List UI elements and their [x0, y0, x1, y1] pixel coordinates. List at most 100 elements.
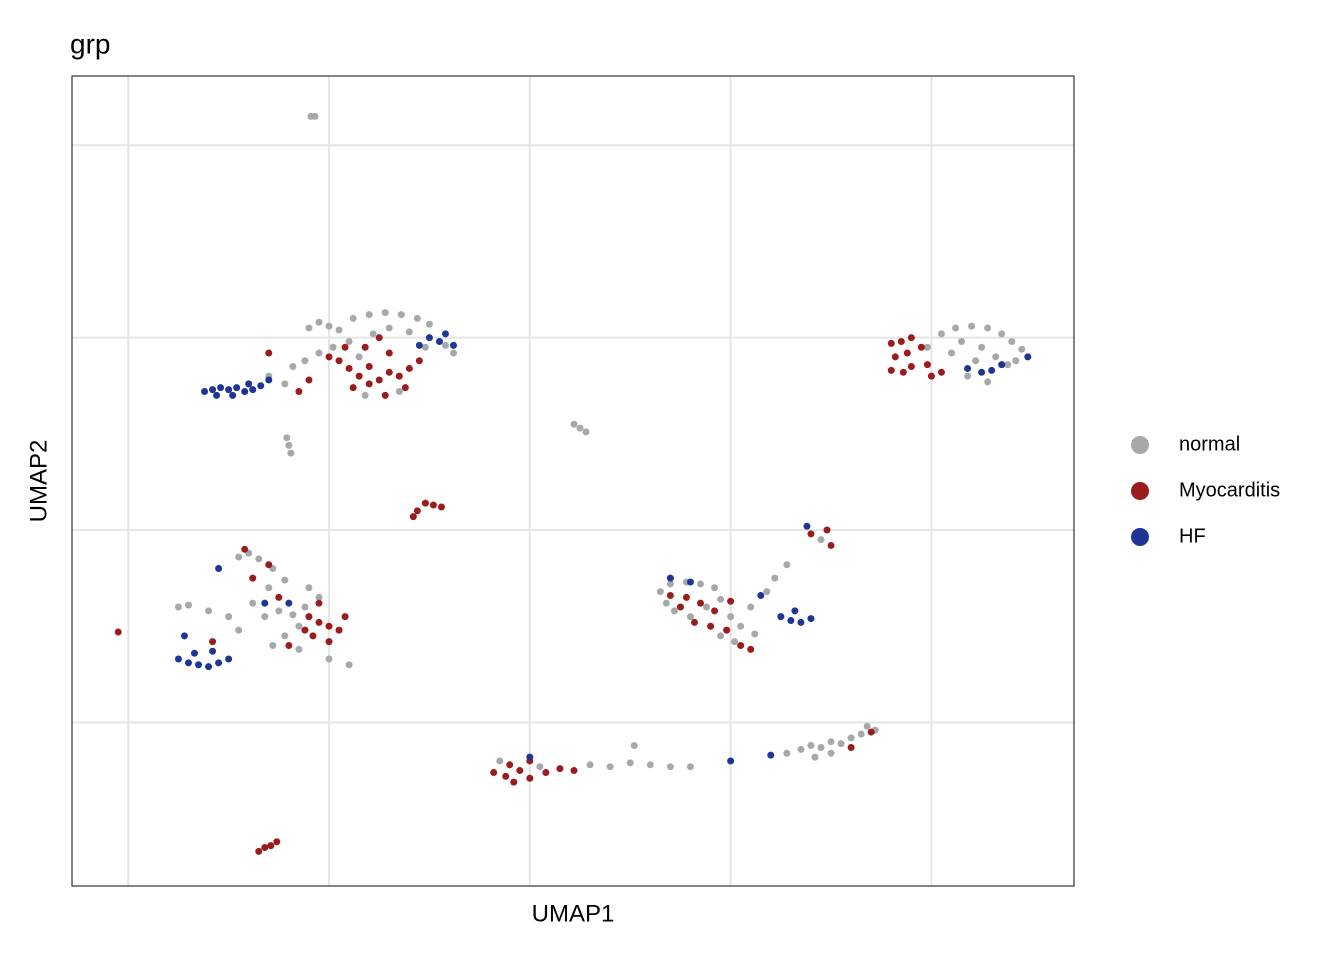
point — [365, 380, 373, 388]
point — [757, 591, 765, 599]
point — [265, 584, 273, 592]
point — [927, 372, 935, 380]
point — [903, 349, 911, 357]
point — [325, 622, 333, 630]
point — [964, 364, 972, 372]
point — [437, 503, 445, 511]
point — [1012, 357, 1020, 365]
plot-border — [71, 75, 1075, 887]
point — [369, 330, 377, 338]
legend-label: HF — [1179, 525, 1206, 547]
point — [401, 384, 409, 392]
point — [952, 324, 960, 332]
point — [697, 580, 705, 588]
point — [425, 334, 433, 342]
point — [315, 318, 323, 326]
point — [984, 324, 992, 332]
point — [215, 659, 223, 667]
point — [174, 655, 182, 663]
point — [405, 364, 413, 372]
point — [570, 767, 578, 775]
point — [229, 391, 237, 399]
point — [381, 391, 389, 399]
point — [180, 632, 188, 640]
point — [184, 601, 192, 609]
point — [305, 613, 313, 621]
point — [582, 428, 590, 436]
point — [972, 357, 980, 365]
point — [783, 749, 791, 757]
point — [415, 341, 423, 349]
point — [241, 388, 249, 396]
point — [978, 343, 986, 351]
point — [335, 326, 343, 334]
point — [205, 607, 213, 615]
point — [787, 616, 795, 624]
point — [311, 112, 319, 120]
point — [686, 613, 694, 621]
point — [441, 341, 449, 349]
point — [241, 545, 249, 553]
point — [817, 743, 825, 751]
point — [235, 626, 243, 634]
point — [375, 376, 383, 384]
point — [506, 761, 514, 769]
point — [1018, 345, 1026, 353]
point — [703, 603, 711, 611]
point — [771, 574, 779, 582]
point — [827, 541, 835, 549]
point — [711, 584, 719, 592]
point — [1008, 338, 1016, 346]
point — [261, 844, 269, 852]
point — [630, 742, 638, 750]
point — [917, 343, 925, 351]
point — [217, 384, 225, 392]
point — [666, 580, 674, 588]
point — [747, 645, 755, 653]
point — [305, 584, 313, 592]
point — [747, 603, 755, 611]
point — [315, 618, 323, 626]
point — [209, 638, 217, 646]
point — [666, 763, 674, 771]
point — [301, 357, 309, 365]
point — [863, 722, 871, 730]
point — [887, 339, 895, 347]
point — [325, 353, 333, 361]
point — [697, 599, 705, 607]
point — [526, 774, 534, 782]
point — [502, 772, 510, 780]
point — [727, 613, 735, 621]
point — [335, 626, 343, 634]
plot-background — [72, 76, 1074, 886]
point — [887, 366, 895, 374]
point — [676, 603, 684, 611]
point — [283, 434, 291, 442]
point — [295, 388, 303, 396]
point — [225, 386, 233, 394]
point — [606, 763, 614, 771]
point — [305, 376, 313, 384]
point — [215, 565, 223, 573]
point — [335, 357, 343, 365]
point — [656, 588, 664, 596]
point — [114, 628, 122, 636]
point — [897, 338, 905, 346]
point — [395, 388, 403, 396]
point — [309, 632, 317, 640]
point — [355, 353, 363, 361]
point — [341, 613, 349, 621]
point — [791, 607, 799, 615]
point — [255, 847, 263, 855]
point — [415, 357, 423, 365]
point — [988, 366, 996, 374]
point — [305, 324, 313, 332]
point — [964, 372, 972, 380]
point — [686, 578, 694, 586]
point — [301, 603, 309, 611]
point — [201, 388, 209, 396]
point — [837, 740, 845, 748]
point — [797, 745, 805, 753]
point — [190, 649, 198, 657]
